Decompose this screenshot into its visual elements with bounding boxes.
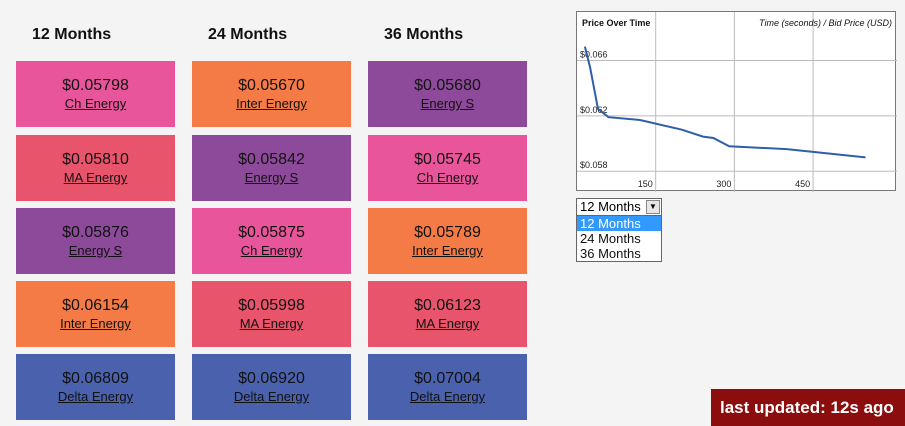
price-tile[interactable]: $0.05810 MA Energy <box>16 135 175 201</box>
price-over-time-chart: $0.058 $0.062 $0.066 150 300 450 Price Over Ti… <box>576 11 897 192</box>
column-header-36-months: 36 Months <box>384 26 464 43</box>
tile-price: $0.05670 <box>238 77 305 94</box>
tile-price: $0.05680 <box>414 77 481 94</box>
tile-supplier-link[interactable]: Ch Energy <box>416 170 479 185</box>
tile-price: $0.06920 <box>238 370 305 387</box>
tile-supplier-link[interactable]: Inter Energy <box>60 316 131 331</box>
tile-price: $0.06123 <box>414 297 481 314</box>
price-tile[interactable]: $0.05998 MA Energy <box>192 281 351 347</box>
price-tile[interactable]: $0.06123 MA Energy <box>368 281 527 347</box>
last-updated-badge: last updated: 12s ago <box>711 389 905 426</box>
price-tile[interactable]: $0.06920 Delta Energy <box>192 354 351 420</box>
option-12-months[interactable]: 12 Months <box>577 216 661 231</box>
tile-price: $0.05798 <box>62 77 129 94</box>
tile-price: $0.05875 <box>238 224 305 241</box>
price-tile[interactable]: $0.06154 Inter Energy <box>16 281 175 347</box>
price-tile[interactable]: $0.05876 Energy S <box>16 208 175 274</box>
y-tick-label: $0.066 <box>580 49 608 59</box>
chart-title: Price Over Time <box>582 18 650 28</box>
price-tile[interactable]: $0.05680 Energy S <box>368 61 527 127</box>
price-tile[interactable]: $0.05745 Ch Energy <box>368 135 527 201</box>
column-header-24-months: 24 Months <box>208 26 288 43</box>
tile-supplier-link[interactable]: MA Energy <box>239 316 304 331</box>
tile-supplier-link[interactable]: Energy S <box>420 96 475 111</box>
chart-canvas: $0.058 $0.062 $0.066 150 300 450 Price Over Ti… <box>577 12 897 192</box>
tile-price: $0.07004 <box>414 370 481 387</box>
term-select-value: 12 Months <box>580 199 641 214</box>
price-tile[interactable]: $0.06809 Delta Energy <box>16 354 175 420</box>
tile-price: $0.06809 <box>62 370 129 387</box>
tile-supplier-link[interactable]: Delta Energy <box>409 389 486 404</box>
tile-price: $0.05745 <box>414 151 481 168</box>
y-tick-label: $0.058 <box>580 160 608 170</box>
price-tile[interactable]: $0.05798 Ch Energy <box>16 61 175 127</box>
tile-supplier-link[interactable]: Ch Energy <box>240 243 303 258</box>
y-tick-label: $0.062 <box>580 105 608 115</box>
term-select-options: 12 Months 24 Months 36 Months <box>576 216 662 262</box>
price-tile[interactable]: $0.05875 Ch Energy <box>192 208 351 274</box>
column-header-12-months: 12 Months <box>32 26 112 43</box>
x-tick-label: 150 <box>638 179 653 189</box>
tile-price: $0.05810 <box>62 151 129 168</box>
tile-supplier-link[interactable]: Inter Energy <box>236 96 307 111</box>
tile-price: $0.06154 <box>62 297 129 314</box>
tile-price: $0.05998 <box>238 297 305 314</box>
price-tile[interactable]: $0.05670 Inter Energy <box>192 61 351 127</box>
tile-supplier-link[interactable]: Inter Energy <box>412 243 483 258</box>
tile-supplier-link[interactable]: Energy S <box>244 170 299 185</box>
price-tile[interactable]: $0.07004 Delta Energy <box>368 354 527 420</box>
x-tick-label: 450 <box>795 179 810 189</box>
tile-price: $0.05842 <box>238 151 305 168</box>
chart-subtitle: Time (seconds) / Bid Price (USD) <box>759 18 892 28</box>
tile-supplier-link[interactable]: Delta Energy <box>233 389 310 404</box>
tile-price: $0.05876 <box>62 224 129 241</box>
tile-supplier-link[interactable]: MA Energy <box>415 316 480 331</box>
term-select[interactable]: 12 Months ▼ 12 Months 24 Months 36 Month… <box>576 198 662 262</box>
option-36-months[interactable]: 36 Months <box>580 246 641 261</box>
x-tick-label: 300 <box>716 179 731 189</box>
tile-price: $0.05789 <box>414 224 481 241</box>
option-24-months[interactable]: 24 Months <box>580 231 641 246</box>
tile-supplier-link[interactable]: MA Energy <box>63 170 128 185</box>
tile-supplier-link[interactable]: Ch Energy <box>64 96 127 111</box>
term-select-box[interactable]: 12 Months ▼ <box>576 198 662 216</box>
series-line <box>583 46 866 159</box>
price-tile[interactable]: $0.05842 Energy S <box>192 135 351 201</box>
price-tile[interactable]: $0.05789 Inter Energy <box>368 208 527 274</box>
tile-supplier-link[interactable]: Energy S <box>68 243 123 258</box>
chevron-down-icon[interactable]: ▼ <box>646 200 660 214</box>
tile-supplier-link[interactable]: Delta Energy <box>57 389 134 404</box>
